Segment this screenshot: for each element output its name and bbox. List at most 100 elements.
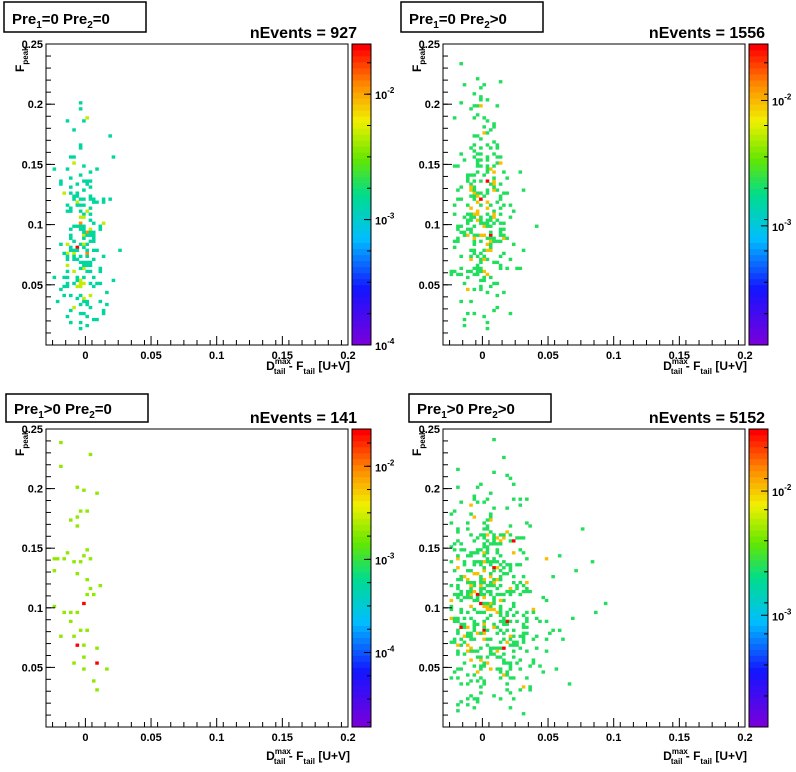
histogram-bin [462, 230, 467, 234]
palette-swatch [352, 518, 371, 525]
histogram-bin [472, 266, 477, 271]
x-tick-label: 0.1 [209, 350, 224, 362]
histogram-bin [492, 188, 496, 192]
palette-swatch [749, 218, 768, 225]
histogram-bin [574, 569, 578, 573]
histogram-bin [456, 649, 460, 653]
histogram-bin [485, 98, 490, 102]
histogram-bin [469, 631, 473, 635]
histogram-bin [511, 242, 516, 246]
y-tick-label: 0.05 [22, 280, 43, 292]
histogram-bin [469, 604, 473, 609]
histogram-bin [492, 281, 496, 286]
palette-swatch [749, 619, 768, 627]
histogram-bin [475, 152, 480, 156]
palette-swatch [352, 56, 371, 63]
histogram-bin [452, 670, 457, 674]
histogram-bin [449, 583, 454, 588]
palette-swatch [352, 566, 371, 573]
palette-swatch [749, 661, 768, 668]
histogram-bin [502, 592, 506, 597]
histogram-bin [452, 269, 457, 274]
histogram-bin [95, 491, 99, 495]
histogram-bin [82, 488, 86, 492]
palette-swatch [352, 308, 371, 316]
histogram-bin [505, 473, 509, 477]
palette-swatch [352, 218, 371, 225]
histogram-bin [459, 500, 463, 504]
histogram-bin [82, 179, 86, 183]
palette-swatch [352, 92, 371, 99]
histogram-bin [456, 703, 460, 707]
histogram-bin [498, 592, 503, 597]
axis-ticks: 0 0.05 0.1 0.15 0.2 0.05 0.1 0.15 0.2 0.25 [22, 39, 356, 362]
histogram-bin [492, 622, 496, 626]
histogram-bin [462, 563, 467, 567]
histogram-bin [525, 580, 529, 585]
histogram-bin [479, 269, 483, 274]
palette-swatch [749, 494, 768, 501]
histogram-bin [544, 619, 549, 623]
histogram-bin [75, 275, 80, 280]
histogram-bin [456, 592, 460, 597]
axis-ticks: 0 0.05 0.1 0.15 0.2 0.05 0.1 0.15 0.2 0.25 [419, 424, 753, 744]
histogram-bin [88, 197, 93, 201]
histogram-bin [456, 652, 460, 656]
histogram-bin [485, 236, 490, 240]
palette-swatch [749, 302, 768, 310]
palette-swatch [352, 98, 371, 105]
histogram-bin [479, 266, 483, 271]
histogram-bin [452, 245, 457, 249]
histogram-bin [495, 161, 500, 165]
histogram-bin [518, 563, 523, 567]
palette-swatch [749, 314, 768, 322]
x-tick-label: 0.2 [340, 350, 355, 362]
histogram-bin [498, 194, 503, 198]
histogram-bin [456, 485, 460, 489]
histogram-bin [68, 320, 73, 325]
palette-swatch [749, 290, 768, 298]
histogram-bin [479, 685, 483, 689]
histogram-bin [485, 272, 490, 277]
histogram-bin [91, 592, 96, 597]
histogram-bin [459, 610, 463, 615]
histogram-bin [508, 619, 513, 623]
x-tick-label: 0.1 [606, 350, 621, 362]
histogram-bin [479, 203, 483, 207]
histogram-bin [531, 610, 536, 615]
histogram-bin [459, 625, 463, 629]
palette-swatch [352, 506, 371, 513]
panel-title: Pre1=0 Pre2=0 [12, 11, 110, 31]
palette-frame [748, 43, 769, 346]
histogram-bin [488, 601, 493, 606]
histogram-bin [485, 212, 490, 216]
histogram-bin [459, 667, 463, 671]
histogram-bin [482, 578, 486, 582]
histogram-bin [511, 649, 516, 653]
palette-swatch [352, 332, 371, 340]
histogram-bin [498, 604, 503, 609]
histogram-bin [475, 164, 480, 168]
histogram-bin [456, 628, 460, 632]
palette-swatch [749, 62, 768, 69]
palette-swatch [352, 589, 371, 597]
histogram-bin [525, 610, 529, 615]
x-axis-label: Dmax tail - Ftail [U+V] [663, 747, 747, 766]
histogram-bin [502, 652, 506, 656]
palette-swatch [749, 266, 768, 274]
histogram-bin [485, 533, 490, 537]
histogram-bin [475, 194, 480, 198]
histogram-bin [479, 86, 483, 90]
histogram-bin [505, 236, 509, 240]
histogram-bin [91, 679, 96, 683]
histogram-bin [479, 658, 483, 662]
histogram-bin [498, 670, 503, 674]
y-axis-label: Fpeak [13, 430, 30, 456]
histogram-bin [511, 580, 516, 585]
histogram-cells [52, 101, 122, 331]
histogram-bin [462, 595, 467, 600]
palette-swatch [749, 464, 768, 472]
histogram-bin [521, 712, 526, 716]
histogram-bin [85, 578, 89, 582]
y-tick-label: 0.05 [419, 662, 440, 674]
